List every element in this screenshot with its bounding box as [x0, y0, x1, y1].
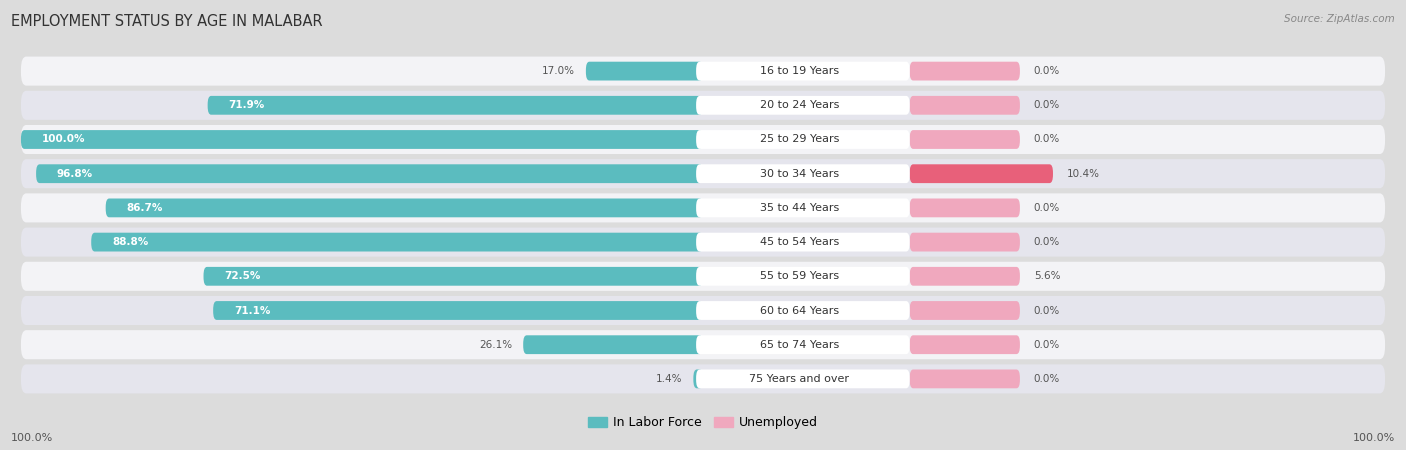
FancyBboxPatch shape	[21, 194, 1385, 222]
FancyBboxPatch shape	[696, 233, 910, 252]
FancyBboxPatch shape	[105, 198, 703, 217]
FancyBboxPatch shape	[910, 62, 1019, 81]
Text: 10.4%: 10.4%	[1067, 169, 1099, 179]
FancyBboxPatch shape	[910, 233, 1019, 252]
FancyBboxPatch shape	[91, 233, 703, 252]
FancyBboxPatch shape	[696, 130, 910, 149]
FancyBboxPatch shape	[696, 164, 910, 183]
Text: 0.0%: 0.0%	[1033, 203, 1060, 213]
FancyBboxPatch shape	[696, 198, 910, 217]
Text: 17.0%: 17.0%	[541, 66, 575, 76]
FancyBboxPatch shape	[21, 364, 1385, 393]
FancyBboxPatch shape	[21, 91, 1385, 120]
Text: 0.0%: 0.0%	[1033, 100, 1060, 110]
Text: 86.7%: 86.7%	[127, 203, 163, 213]
Text: 71.9%: 71.9%	[228, 100, 264, 110]
Text: 20 to 24 Years: 20 to 24 Years	[759, 100, 839, 110]
FancyBboxPatch shape	[696, 96, 910, 115]
Text: 25 to 29 Years: 25 to 29 Years	[759, 135, 839, 144]
FancyBboxPatch shape	[910, 96, 1019, 115]
Text: 0.0%: 0.0%	[1033, 135, 1060, 144]
FancyBboxPatch shape	[910, 369, 1019, 388]
FancyBboxPatch shape	[21, 296, 1385, 325]
Text: 72.5%: 72.5%	[224, 271, 260, 281]
Text: 35 to 44 Years: 35 to 44 Years	[759, 203, 839, 213]
Text: EMPLOYMENT STATUS BY AGE IN MALABAR: EMPLOYMENT STATUS BY AGE IN MALABAR	[11, 14, 323, 28]
Text: 96.8%: 96.8%	[56, 169, 93, 179]
Text: 0.0%: 0.0%	[1033, 306, 1060, 315]
FancyBboxPatch shape	[910, 164, 1053, 183]
FancyBboxPatch shape	[21, 125, 1385, 154]
Text: 45 to 54 Years: 45 to 54 Years	[759, 237, 839, 247]
FancyBboxPatch shape	[523, 335, 703, 354]
Text: 60 to 64 Years: 60 to 64 Years	[759, 306, 839, 315]
FancyBboxPatch shape	[21, 228, 1385, 256]
FancyBboxPatch shape	[696, 335, 910, 354]
Text: 0.0%: 0.0%	[1033, 237, 1060, 247]
Text: 0.0%: 0.0%	[1033, 66, 1060, 76]
Text: 5.6%: 5.6%	[1033, 271, 1060, 281]
FancyBboxPatch shape	[21, 130, 703, 149]
Text: 100.0%: 100.0%	[11, 433, 53, 443]
FancyBboxPatch shape	[21, 57, 1385, 86]
FancyBboxPatch shape	[693, 369, 703, 388]
FancyBboxPatch shape	[910, 267, 1019, 286]
FancyBboxPatch shape	[910, 301, 1019, 320]
FancyBboxPatch shape	[696, 267, 910, 286]
FancyBboxPatch shape	[586, 62, 703, 81]
FancyBboxPatch shape	[696, 369, 910, 388]
FancyBboxPatch shape	[21, 330, 1385, 359]
Text: 75 Years and over: 75 Years and over	[749, 374, 849, 384]
FancyBboxPatch shape	[910, 335, 1019, 354]
FancyBboxPatch shape	[696, 62, 910, 81]
FancyBboxPatch shape	[208, 96, 703, 115]
Text: 88.8%: 88.8%	[112, 237, 148, 247]
FancyBboxPatch shape	[214, 301, 703, 320]
FancyBboxPatch shape	[910, 130, 1019, 149]
Text: 55 to 59 Years: 55 to 59 Years	[759, 271, 839, 281]
FancyBboxPatch shape	[204, 267, 703, 286]
Text: 0.0%: 0.0%	[1033, 374, 1060, 384]
FancyBboxPatch shape	[910, 198, 1019, 217]
Text: 71.1%: 71.1%	[233, 306, 270, 315]
Text: 0.0%: 0.0%	[1033, 340, 1060, 350]
Text: 16 to 19 Years: 16 to 19 Years	[759, 66, 839, 76]
FancyBboxPatch shape	[696, 301, 910, 320]
Text: 65 to 74 Years: 65 to 74 Years	[759, 340, 839, 350]
Text: Source: ZipAtlas.com: Source: ZipAtlas.com	[1284, 14, 1395, 23]
Text: 30 to 34 Years: 30 to 34 Years	[759, 169, 839, 179]
FancyBboxPatch shape	[21, 159, 1385, 188]
Legend: In Labor Force, Unemployed: In Labor Force, Unemployed	[583, 411, 823, 434]
Text: 1.4%: 1.4%	[655, 374, 682, 384]
Text: 26.1%: 26.1%	[479, 340, 512, 350]
Text: 100.0%: 100.0%	[1353, 433, 1395, 443]
FancyBboxPatch shape	[21, 262, 1385, 291]
FancyBboxPatch shape	[37, 164, 703, 183]
Text: 100.0%: 100.0%	[42, 135, 86, 144]
